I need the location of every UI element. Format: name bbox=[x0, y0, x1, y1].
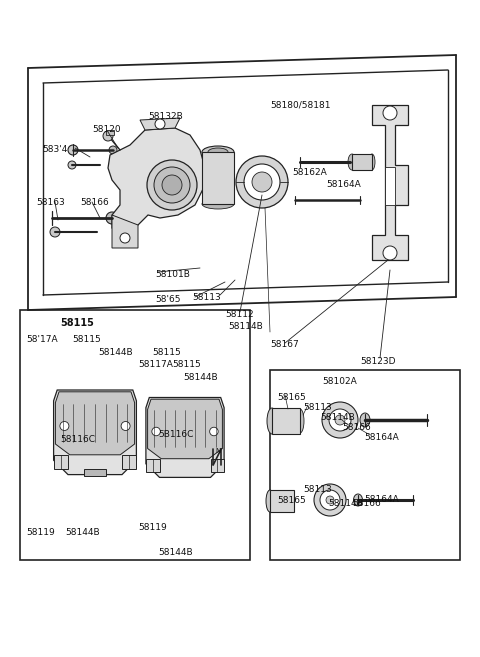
Text: 58102A: 58102A bbox=[322, 377, 357, 386]
Ellipse shape bbox=[106, 212, 118, 224]
Text: 5B116C: 5B116C bbox=[158, 430, 193, 439]
Text: 58144B: 58144B bbox=[98, 348, 132, 357]
Polygon shape bbox=[54, 390, 136, 474]
Polygon shape bbox=[55, 392, 134, 455]
Polygon shape bbox=[140, 118, 180, 130]
Bar bbox=[272, 408, 300, 434]
Ellipse shape bbox=[208, 148, 228, 156]
Circle shape bbox=[320, 490, 340, 510]
Polygon shape bbox=[54, 455, 68, 469]
Text: 58115: 58115 bbox=[172, 360, 201, 369]
Polygon shape bbox=[146, 397, 224, 478]
Circle shape bbox=[147, 160, 197, 210]
Text: 58114B: 58114B bbox=[328, 499, 363, 508]
Text: 58120: 58120 bbox=[92, 125, 120, 134]
Polygon shape bbox=[84, 469, 106, 476]
Polygon shape bbox=[108, 128, 205, 235]
Polygon shape bbox=[122, 455, 136, 469]
Ellipse shape bbox=[348, 154, 356, 170]
Circle shape bbox=[335, 415, 345, 425]
Polygon shape bbox=[372, 105, 408, 260]
Ellipse shape bbox=[50, 227, 60, 237]
Text: 58123D: 58123D bbox=[360, 357, 396, 366]
Text: 58144B: 58144B bbox=[158, 548, 192, 557]
Bar bbox=[106, 130, 114, 135]
Text: 58165: 58165 bbox=[277, 496, 306, 505]
Text: 58113: 58113 bbox=[303, 485, 332, 494]
Polygon shape bbox=[148, 399, 222, 459]
Text: 58163: 58163 bbox=[36, 198, 65, 207]
Ellipse shape bbox=[109, 146, 117, 154]
Circle shape bbox=[152, 427, 160, 436]
Text: 58119: 58119 bbox=[138, 523, 167, 532]
Polygon shape bbox=[146, 459, 159, 472]
Circle shape bbox=[322, 402, 358, 438]
Text: 58162A: 58162A bbox=[292, 168, 327, 177]
Text: 58113: 58113 bbox=[192, 293, 221, 302]
Ellipse shape bbox=[267, 408, 277, 434]
Text: 58115: 58115 bbox=[60, 318, 94, 328]
Circle shape bbox=[162, 175, 182, 195]
Circle shape bbox=[329, 409, 351, 431]
Bar bbox=[20, 310, 250, 560]
Circle shape bbox=[210, 427, 218, 436]
Text: 58115: 58115 bbox=[72, 335, 101, 344]
Text: 58164A: 58164A bbox=[364, 495, 399, 504]
Ellipse shape bbox=[202, 146, 234, 158]
Text: 58166: 58166 bbox=[80, 198, 109, 207]
Circle shape bbox=[155, 119, 165, 129]
Text: 58117A: 58117A bbox=[138, 360, 173, 369]
Bar bbox=[202, 152, 234, 204]
Ellipse shape bbox=[296, 409, 304, 433]
Ellipse shape bbox=[353, 494, 362, 506]
Text: 58164A: 58164A bbox=[326, 180, 361, 189]
Text: 58114B: 58114B bbox=[320, 413, 355, 422]
Ellipse shape bbox=[266, 490, 274, 512]
Circle shape bbox=[383, 246, 397, 260]
Bar bbox=[270, 490, 294, 512]
Text: 58144B: 58144B bbox=[65, 528, 100, 537]
Text: 583'4: 583'4 bbox=[42, 145, 67, 154]
Polygon shape bbox=[211, 459, 224, 472]
Text: 58165: 58165 bbox=[277, 393, 306, 402]
Bar bbox=[352, 154, 372, 170]
Polygon shape bbox=[112, 215, 138, 248]
Ellipse shape bbox=[369, 154, 375, 170]
Text: 58167: 58167 bbox=[270, 340, 299, 349]
Text: 58132B: 58132B bbox=[148, 112, 183, 121]
Text: 58144B: 58144B bbox=[183, 373, 217, 382]
Text: 58'65: 58'65 bbox=[155, 295, 180, 304]
Ellipse shape bbox=[360, 413, 370, 427]
Text: 58116C: 58116C bbox=[60, 435, 95, 444]
Bar bbox=[270, 370, 460, 560]
Text: 58'17A: 58'17A bbox=[26, 335, 58, 344]
Circle shape bbox=[60, 422, 69, 430]
Text: 58115: 58115 bbox=[152, 348, 181, 357]
Circle shape bbox=[103, 131, 113, 141]
Circle shape bbox=[252, 172, 272, 192]
Circle shape bbox=[121, 422, 130, 430]
Text: 58113: 58113 bbox=[303, 403, 332, 412]
Ellipse shape bbox=[202, 199, 234, 209]
Text: 58166: 58166 bbox=[352, 499, 381, 508]
Circle shape bbox=[383, 106, 397, 120]
Circle shape bbox=[120, 233, 130, 243]
Circle shape bbox=[236, 156, 288, 208]
Text: 58114B: 58114B bbox=[228, 322, 263, 331]
Ellipse shape bbox=[68, 161, 76, 169]
Circle shape bbox=[314, 484, 346, 516]
Bar bbox=[385, 167, 395, 205]
Text: 58101B: 58101B bbox=[155, 270, 190, 279]
Circle shape bbox=[154, 167, 190, 203]
Text: N: N bbox=[216, 448, 220, 454]
Text: 58166: 58166 bbox=[342, 423, 371, 432]
Circle shape bbox=[244, 164, 280, 200]
Text: 58180/58181: 58180/58181 bbox=[270, 100, 331, 109]
Text: 58112: 58112 bbox=[225, 310, 253, 319]
Ellipse shape bbox=[68, 145, 78, 155]
Text: 58119: 58119 bbox=[26, 528, 55, 537]
Text: 58164A: 58164A bbox=[364, 433, 399, 442]
Circle shape bbox=[326, 496, 334, 504]
